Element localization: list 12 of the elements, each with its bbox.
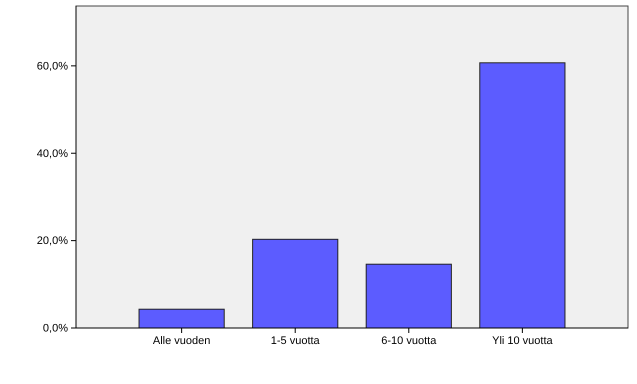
bar — [138, 308, 225, 328]
x-tick-label: Alle vuoden — [152, 334, 210, 347]
y-tick-label: 20,0% — [36, 235, 68, 248]
y-tick-label: 40,0% — [36, 148, 68, 160]
x-tick-label: 6-10 vuotta — [381, 334, 438, 347]
bar — [252, 238, 338, 328]
y-tick-label: 60,0% — [36, 60, 68, 72]
y-tick-label: 0,0% — [42, 322, 68, 335]
x-tick-label: 1-5 vuotta — [270, 334, 321, 347]
x-tick-label: Yli 10 vuotta — [492, 334, 554, 347]
bar — [479, 62, 566, 328]
bar — [366, 264, 452, 328]
